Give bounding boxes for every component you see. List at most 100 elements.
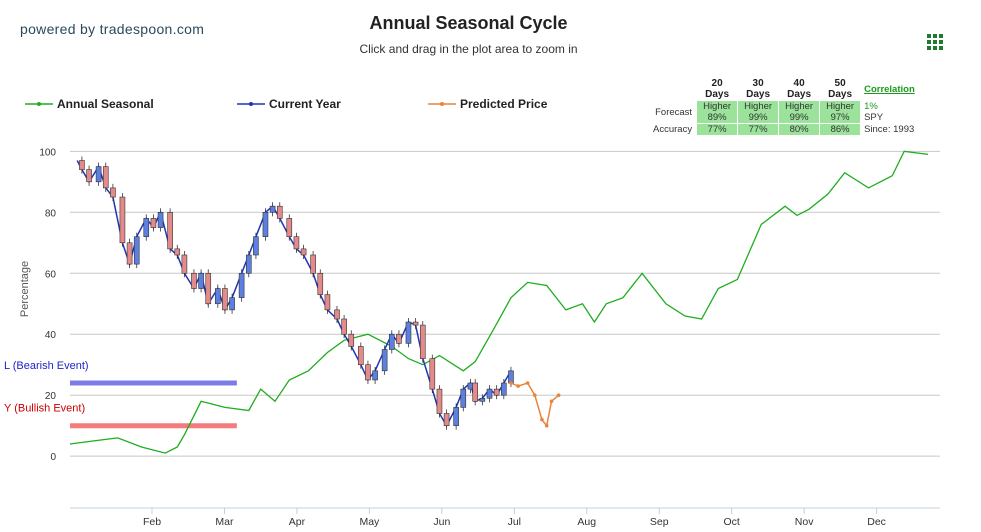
candle-body [126, 242, 133, 265]
annual-seasonal-line [69, 150, 929, 454]
x-tick-label: May [359, 516, 380, 528]
col-header: 30 Days [746, 78, 771, 100]
candle-body [501, 382, 507, 396]
predicted-point [509, 381, 513, 385]
forecast-cell: Higher 97% [820, 101, 861, 123]
candle-body [412, 321, 419, 326]
candle-body [143, 218, 150, 237]
col-header: 20 Days [705, 78, 730, 100]
candle-body [222, 288, 228, 311]
y-tick-label: 0 [50, 452, 56, 463]
legend-label: Current Year [269, 97, 341, 111]
candle-body [276, 205, 283, 219]
legend-item-current-year[interactable]: Current Year [237, 97, 377, 111]
symbol: SPY [864, 112, 884, 123]
legend-item-predicted-price[interactable]: Predicted Price [428, 97, 578, 111]
x-tick-label: Mar [215, 516, 234, 528]
candle-body [262, 212, 269, 237]
candle-body [357, 346, 364, 366]
current-year-line [76, 160, 512, 428]
powered-by[interactable]: powered by tradespoon.com [20, 21, 205, 37]
candle-body [238, 272, 245, 298]
candle-body [396, 333, 402, 344]
accuracy-cell: 77% [697, 124, 738, 135]
forecast-cell: Higher 89% [697, 101, 738, 123]
predicted-point [532, 393, 537, 398]
y-axis-label: Percentage [19, 261, 31, 317]
forecast-cell: Higher 99% [738, 101, 779, 123]
candle-body [79, 160, 85, 170]
predicted-point [525, 381, 530, 385]
accuracy-cell: 77% [738, 124, 779, 135]
predicted-point [516, 384, 520, 388]
y-tick-label: 100 [39, 147, 56, 158]
x-tick-label: Dec [867, 516, 886, 528]
candle-body [479, 397, 486, 402]
candle-body [174, 248, 181, 256]
accuracy-row-label: Accuracy [653, 124, 693, 135]
x-tick-label: Sep [650, 516, 669, 528]
forecast-cell: Higher 99% [779, 101, 820, 123]
candle-body [372, 370, 378, 381]
legend-label: Predicted Price [460, 97, 548, 111]
x-tick-label: Feb [143, 516, 161, 528]
forecast-table: 20 Days 30 Days 40 Days 50 Days Correlat… [650, 77, 918, 136]
candle-body [205, 272, 212, 305]
predicted-point [549, 399, 554, 404]
candle-body [324, 294, 331, 311]
candle-body [198, 272, 204, 289]
legend-label: Annual Seasonal [57, 97, 154, 111]
chart-subtitle: Click and drag in the plot area to zoom … [359, 42, 578, 56]
candle-body [214, 288, 221, 305]
y-tick-label: 80 [45, 208, 57, 219]
accuracy-cell: 86% [820, 124, 861, 135]
col-header: 50 Days [828, 78, 853, 100]
correlation-link[interactable]: Correlation [864, 83, 915, 95]
predicted-point [544, 423, 549, 428]
candle-body [119, 196, 126, 244]
candle-body [167, 212, 173, 250]
x-tick-label: Apr [289, 516, 306, 528]
candle-body [181, 254, 188, 274]
y-tick-label: 60 [45, 269, 57, 280]
candle-body [467, 382, 474, 390]
predicted-price-line [510, 382, 560, 428]
candle-body [348, 333, 355, 347]
candle-body [436, 388, 443, 414]
candle-body [486, 388, 493, 399]
bearish-event-label: L (Bearish Event) [4, 360, 89, 372]
x-tick-label: Aug [577, 516, 596, 528]
candle-body [453, 407, 459, 426]
candle-body [293, 236, 300, 250]
candle-body [493, 388, 500, 396]
candle-body [286, 218, 293, 237]
candle-body [229, 297, 235, 311]
bullish-event-label: Y (Bullish Event) [4, 403, 85, 415]
candle-body [508, 370, 514, 384]
candle-body [253, 236, 259, 256]
y-tick-label: 20 [45, 391, 57, 402]
candle-body [110, 187, 116, 198]
accuracy-cell: 80% [779, 124, 820, 135]
candle-body [317, 272, 324, 295]
candle-body [133, 236, 140, 265]
predicted-point [556, 393, 561, 398]
candle-body [269, 205, 276, 213]
candle-body [334, 309, 340, 320]
candle-body [388, 333, 395, 350]
legend-item-annual-seasonal[interactable]: Annual Seasonal [25, 97, 185, 111]
x-tick-label: Nov [795, 516, 814, 528]
candle-body [419, 324, 426, 359]
candle-body [381, 349, 388, 372]
candle-body [429, 358, 436, 390]
candle-body [405, 321, 412, 344]
predicted-point [540, 417, 544, 422]
candle-body [191, 272, 197, 289]
candle-body [95, 166, 102, 183]
candle-body [150, 218, 157, 228]
y-tick-label: 40 [45, 330, 57, 341]
menu-grid-icon[interactable] [927, 34, 943, 50]
candle-body [472, 382, 479, 402]
candle-body [300, 248, 307, 256]
